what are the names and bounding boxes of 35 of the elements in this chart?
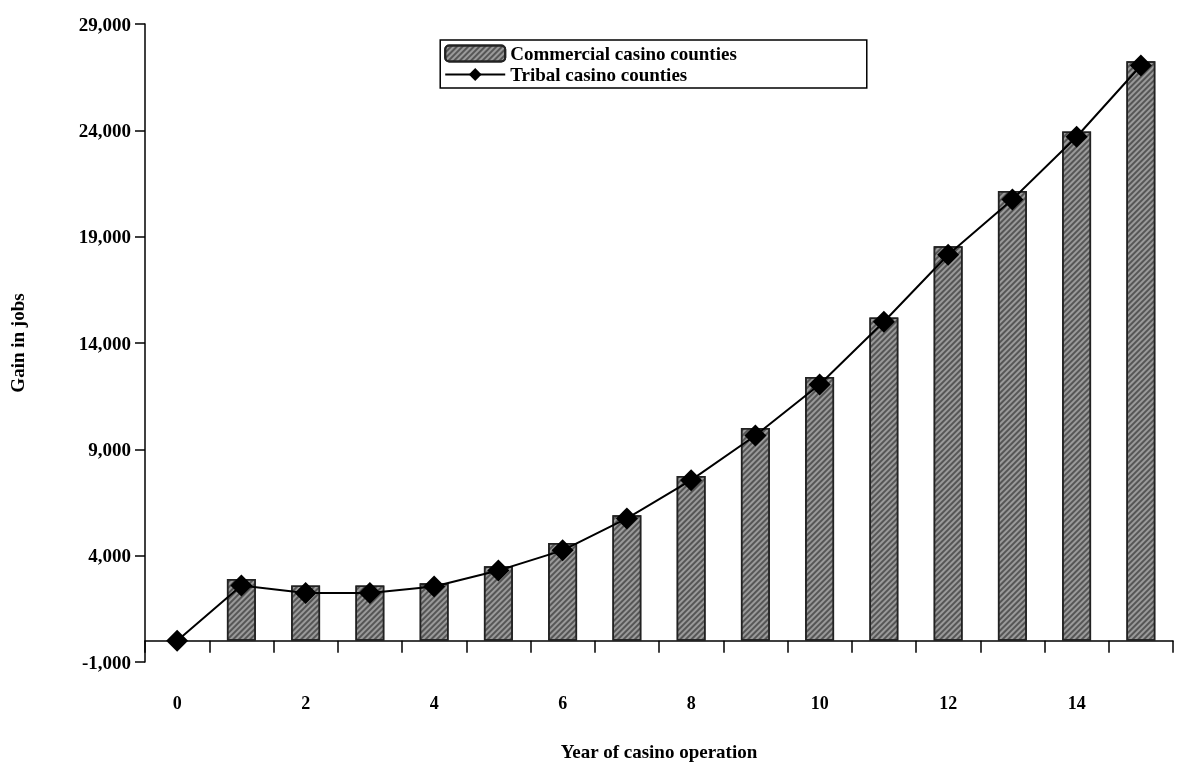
x-tick-label: 4 [429,693,439,713]
point [680,469,703,492]
y-tick-label: 29,000 [78,13,131,35]
y-tick-label: 9,000 [88,438,131,460]
x-tick-label: 0 [172,693,182,713]
x-tick-label: 6 [558,693,568,713]
point [551,539,574,562]
y-tick-label: -1,000 [81,651,131,673]
x-tick-label: 8 [686,693,696,713]
legend-label: Commercial casino counties [510,43,737,64]
x-tick-label: 12 [939,693,958,713]
point [166,629,189,652]
point [358,581,381,604]
x-axis-title: Year of casino operation [560,741,758,762]
point [808,373,831,396]
point [744,424,767,447]
legend-label: Tribal casino counties [510,64,688,85]
y-tick-label: 4,000 [88,545,131,567]
x-tick-label: 10 [810,693,829,713]
point [294,581,317,604]
point [1065,125,1088,148]
point [230,574,253,597]
point [615,507,638,530]
point [1129,54,1152,77]
x-tick-label: 14 [1067,693,1086,713]
y-axis-title: Gain in jobs [7,293,28,393]
y-tick-label: 19,000 [78,226,131,248]
y-tick-label: 14,000 [78,332,131,354]
point [423,575,446,598]
point [1001,188,1024,211]
x-tick-label: 2 [301,693,311,713]
point [487,559,510,582]
point [872,310,895,333]
point [937,243,960,266]
y-tick-label: 24,000 [78,119,131,141]
